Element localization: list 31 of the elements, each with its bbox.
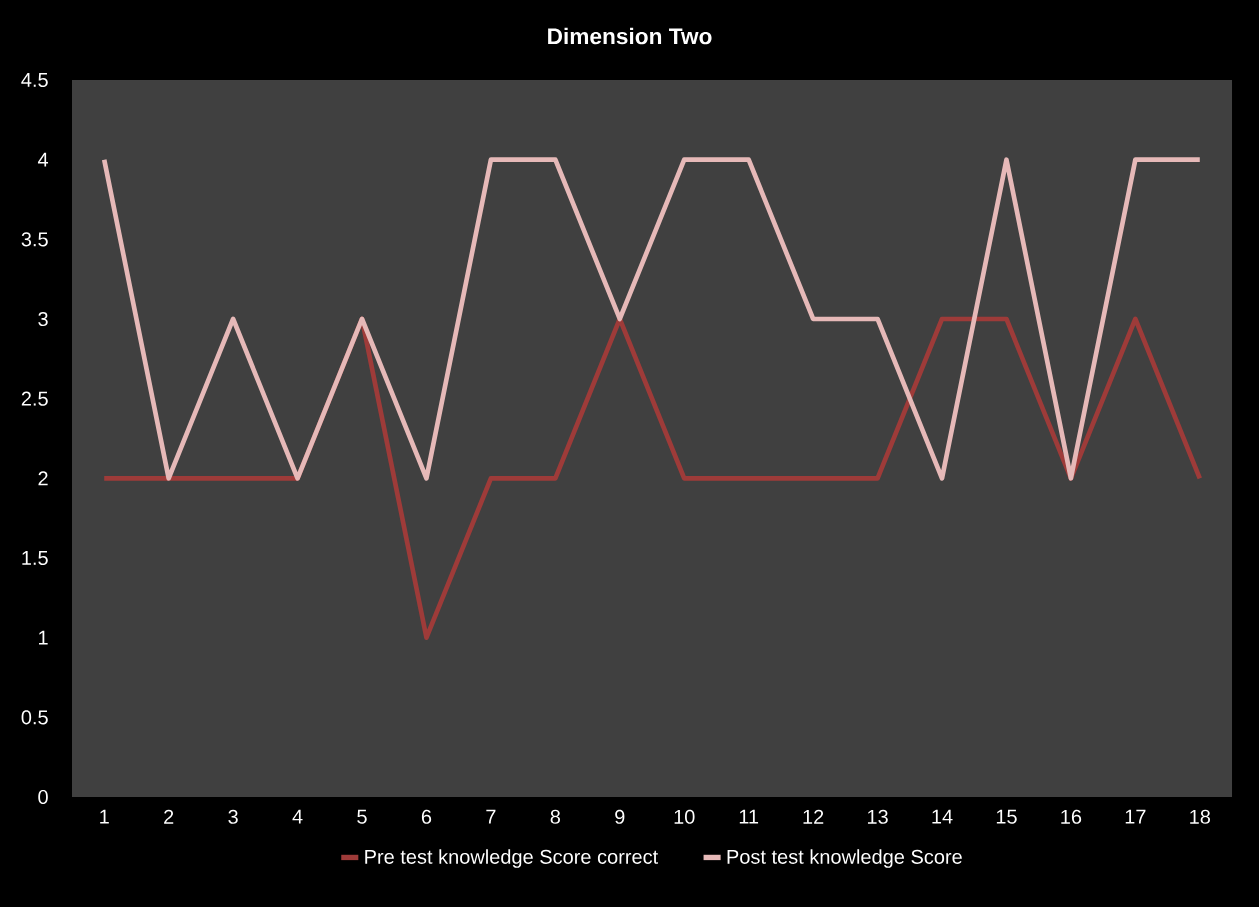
y-tick-label: 0 bbox=[38, 789, 48, 805]
chart-title: Dimension Two bbox=[548, 27, 712, 45]
legend-label: Post test knowledge Score bbox=[727, 849, 962, 868]
x-tick-label: 2 bbox=[164, 809, 174, 824]
x-tick-label: 16 bbox=[1061, 809, 1082, 824]
y-tick-label: 2.5 bbox=[21, 391, 48, 406]
x-tick-label: 7 bbox=[486, 809, 496, 824]
x-tick-label: 5 bbox=[357, 809, 367, 824]
x-tick-label: 10 bbox=[674, 809, 695, 824]
x-tick-label: 18 bbox=[1190, 809, 1211, 824]
y-tick-label: 0.5 bbox=[21, 710, 48, 725]
x-tick-label: 14 bbox=[932, 809, 953, 824]
x-tick-label: 12 bbox=[803, 809, 824, 824]
x-tick-label: 4 bbox=[292, 809, 303, 824]
x-tick-label: 6 bbox=[421, 809, 432, 824]
x-tick-label: 11 bbox=[739, 809, 759, 824]
x-tick-label: 9 bbox=[615, 809, 625, 824]
y-tick-label: 3.5 bbox=[21, 232, 48, 247]
legend-label: Pre test knowledge Score correct bbox=[365, 849, 659, 868]
y-tick-label: 1 bbox=[39, 630, 48, 645]
x-tick-label: 8 bbox=[550, 809, 561, 824]
y-tick-label: 3 bbox=[38, 311, 48, 327]
y-tick-label: 4 bbox=[37, 152, 49, 167]
x-tick-label: 17 bbox=[1125, 809, 1146, 824]
y-tick-label: 2 bbox=[38, 471, 48, 486]
x-tick-label: 15 bbox=[996, 809, 1017, 824]
x-tick-label: 13 bbox=[867, 809, 888, 824]
x-tick-label: 1 bbox=[100, 809, 109, 824]
x-tick-label: 3 bbox=[228, 809, 238, 824]
y-tick-label: 4.5 bbox=[21, 73, 48, 87]
y-tick-label: 1.5 bbox=[22, 551, 48, 565]
